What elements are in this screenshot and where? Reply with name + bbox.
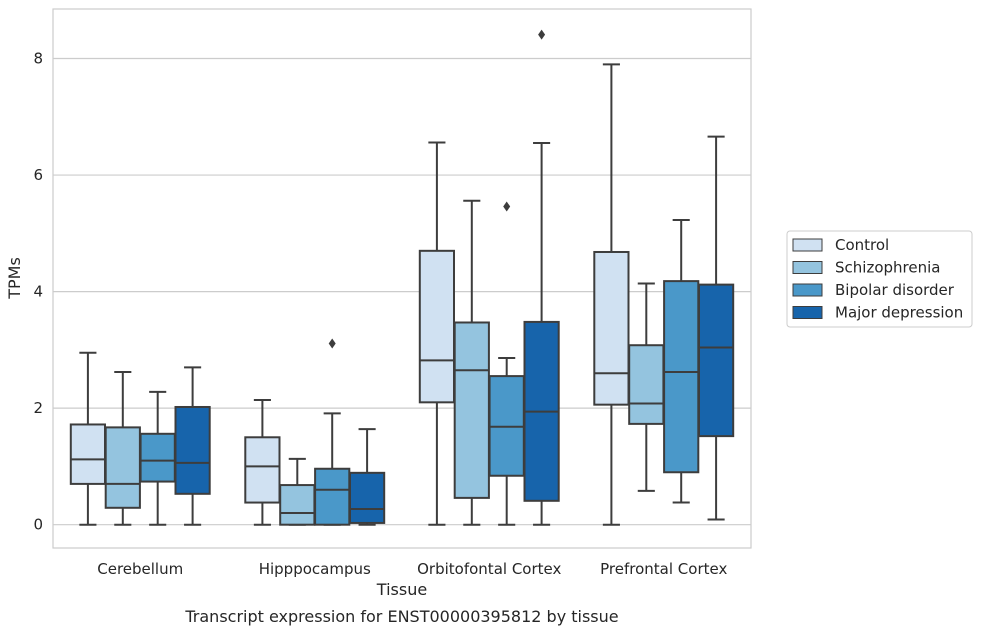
legend-swatch <box>792 238 823 252</box>
box-iqr <box>697 283 735 438</box>
x-tick-label: Prefrontal Cortex <box>600 560 727 578</box>
y-tick-label: 0 <box>33 516 43 534</box>
y-tick-label: 2 <box>33 399 43 417</box>
box-iqr <box>628 344 665 425</box>
y-axis-label: TPMs <box>5 257 24 300</box>
box-iqr <box>663 280 700 474</box>
y-tick-label: 4 <box>33 283 43 301</box>
box-iqr <box>139 432 176 483</box>
x-tick-label: Cerebellum <box>97 560 183 578</box>
legend-swatch <box>792 283 823 297</box>
legend-frame <box>786 230 973 328</box>
y-tick-label: 8 <box>33 50 43 68</box>
legend-label: Control <box>835 236 889 254</box>
box-iqr <box>69 423 107 485</box>
box-iqr <box>418 249 456 404</box>
plot-area-frame <box>52 8 752 549</box>
y-axis-ticks: 0 2 4 6 8 <box>33 50 43 534</box>
legend-label: Bipolar disorder <box>835 281 955 299</box>
x-tick-label: Orbitofontal Cortex <box>417 560 561 578</box>
legend: Control Schizophrenia Bipolar disorder Majo… <box>786 230 973 328</box>
box-iqr <box>104 426 141 509</box>
x-axis-label: Tissue <box>376 580 427 599</box>
box-series-group <box>69 29 735 526</box>
box-iqr <box>593 250 630 406</box>
box-iqr <box>174 405 211 495</box>
box-iqr <box>244 436 281 504</box>
chart-caption: Transcript expression for ENST0000039581… <box>184 607 618 626</box>
legend-swatch <box>792 306 823 319</box>
x-tick-label: Hipppocampus <box>259 560 371 578</box>
box-iqr <box>453 321 490 499</box>
box-iqr <box>279 484 316 526</box>
box-iqr <box>314 467 351 526</box>
outlier-point <box>538 29 546 40</box>
outlier-point <box>503 201 511 212</box>
legend-swatch <box>792 261 823 274</box>
x-axis-ticks: Cerebellum Hipppocampus Orbitofontal Corte… <box>97 560 727 578</box>
outlier-point <box>328 338 336 349</box>
y-tick-label: 6 <box>33 166 43 184</box>
legend-label: Schizophrenia <box>835 259 940 277</box>
box-iqr <box>348 471 386 524</box>
legend-label: Major depression <box>835 304 963 322</box>
